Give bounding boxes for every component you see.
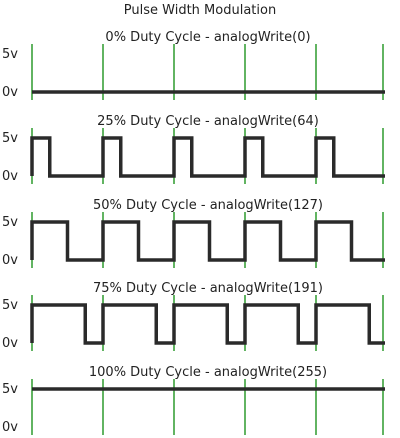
panel-title: 50% Duty Cycle - analogWrite(127) [93, 198, 323, 213]
label-0v: 0v [2, 169, 18, 184]
panel-title: 0% Duty Cycle - analogWrite(0) [105, 30, 310, 45]
pwm-panel: 0% Duty Cycle - analogWrite(0) 5v 0v [2, 30, 385, 100]
label-5v: 5v [2, 382, 18, 397]
pwm-panel: 50% Duty Cycle - analogWrite(127) 5v 0v [2, 198, 385, 268]
label-0v: 0v [2, 85, 18, 100]
pwm-waveform [30, 220, 385, 262]
pwm-panel: 25% Duty Cycle - analogWrite(64) 5v 0v [2, 114, 385, 184]
label-0v: 0v [2, 253, 18, 268]
pwm-panel: 100% Duty Cycle - analogWrite(255) 5v 0v [2, 365, 385, 435]
panel-title: 75% Duty Cycle - analogWrite(191) [93, 281, 323, 296]
label-5v: 5v [2, 131, 18, 146]
label-0v: 0v [2, 336, 18, 351]
diagram-title: Pulse Width Modulation [124, 3, 276, 18]
pwm-panel: 75% Duty Cycle - analogWrite(191) 5v 0v [2, 281, 385, 351]
label-5v: 5v [2, 215, 18, 230]
panel-title: 100% Duty Cycle - analogWrite(255) [89, 365, 327, 380]
pwm-waveform [30, 136, 385, 178]
panel-title: 25% Duty Cycle - analogWrite(64) [97, 114, 319, 129]
label-0v: 0v [2, 420, 18, 435]
label-5v: 5v [2, 298, 18, 313]
pwm-waveform [30, 303, 385, 345]
label-5v: 5v [2, 47, 18, 62]
